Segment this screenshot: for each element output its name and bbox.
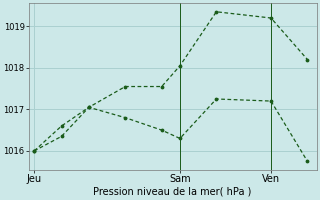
X-axis label: Pression niveau de la mer( hPa ): Pression niveau de la mer( hPa ) [93,187,252,197]
